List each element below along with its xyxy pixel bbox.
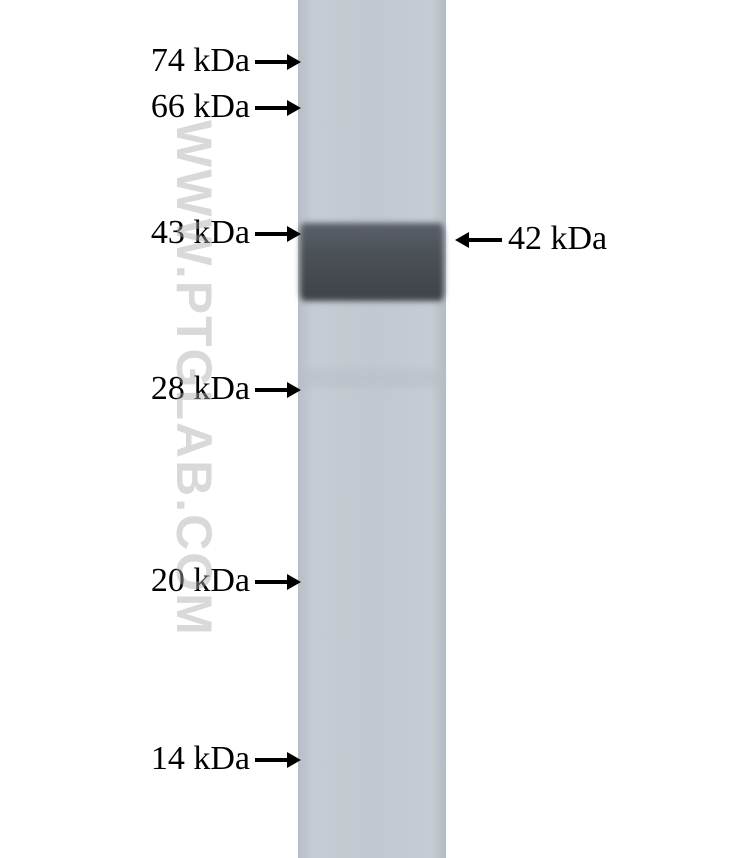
mw-arrow-shaft xyxy=(255,758,288,762)
mw-arrow-head xyxy=(287,100,301,116)
mw-arrow-shaft xyxy=(255,388,288,392)
mw-label: 66 kDa xyxy=(0,88,250,126)
mw-label: 14 kDa xyxy=(0,740,250,778)
gel-image-root: 74 kDa 66 kDa 43 kDa 28 kDa 20 kDa 14 kDa 42 … xyxy=(0,0,740,858)
observed-band-label: 42 kDa xyxy=(508,220,607,258)
observed-arrow-head xyxy=(455,232,469,248)
mw-arrow-head xyxy=(287,752,301,768)
mw-arrow-shaft xyxy=(255,60,288,64)
mw-label: 28 kDa xyxy=(0,370,250,408)
mw-arrow-shaft xyxy=(255,580,288,584)
mw-arrow-head xyxy=(287,54,301,70)
mw-label: 43 kDa xyxy=(0,214,250,252)
gel-lane xyxy=(298,0,446,858)
observed-arrow-shaft xyxy=(468,238,502,242)
mw-arrow-shaft xyxy=(255,232,288,236)
mw-label: 20 kDa xyxy=(0,562,250,600)
mw-arrow-head xyxy=(287,226,301,242)
mw-arrow-shaft xyxy=(255,106,288,110)
protein-band-main xyxy=(300,223,444,301)
mw-arrow-head xyxy=(287,574,301,590)
protein-band-faint xyxy=(300,368,444,388)
mw-label: 74 kDa xyxy=(0,42,250,80)
mw-arrow-head xyxy=(287,382,301,398)
